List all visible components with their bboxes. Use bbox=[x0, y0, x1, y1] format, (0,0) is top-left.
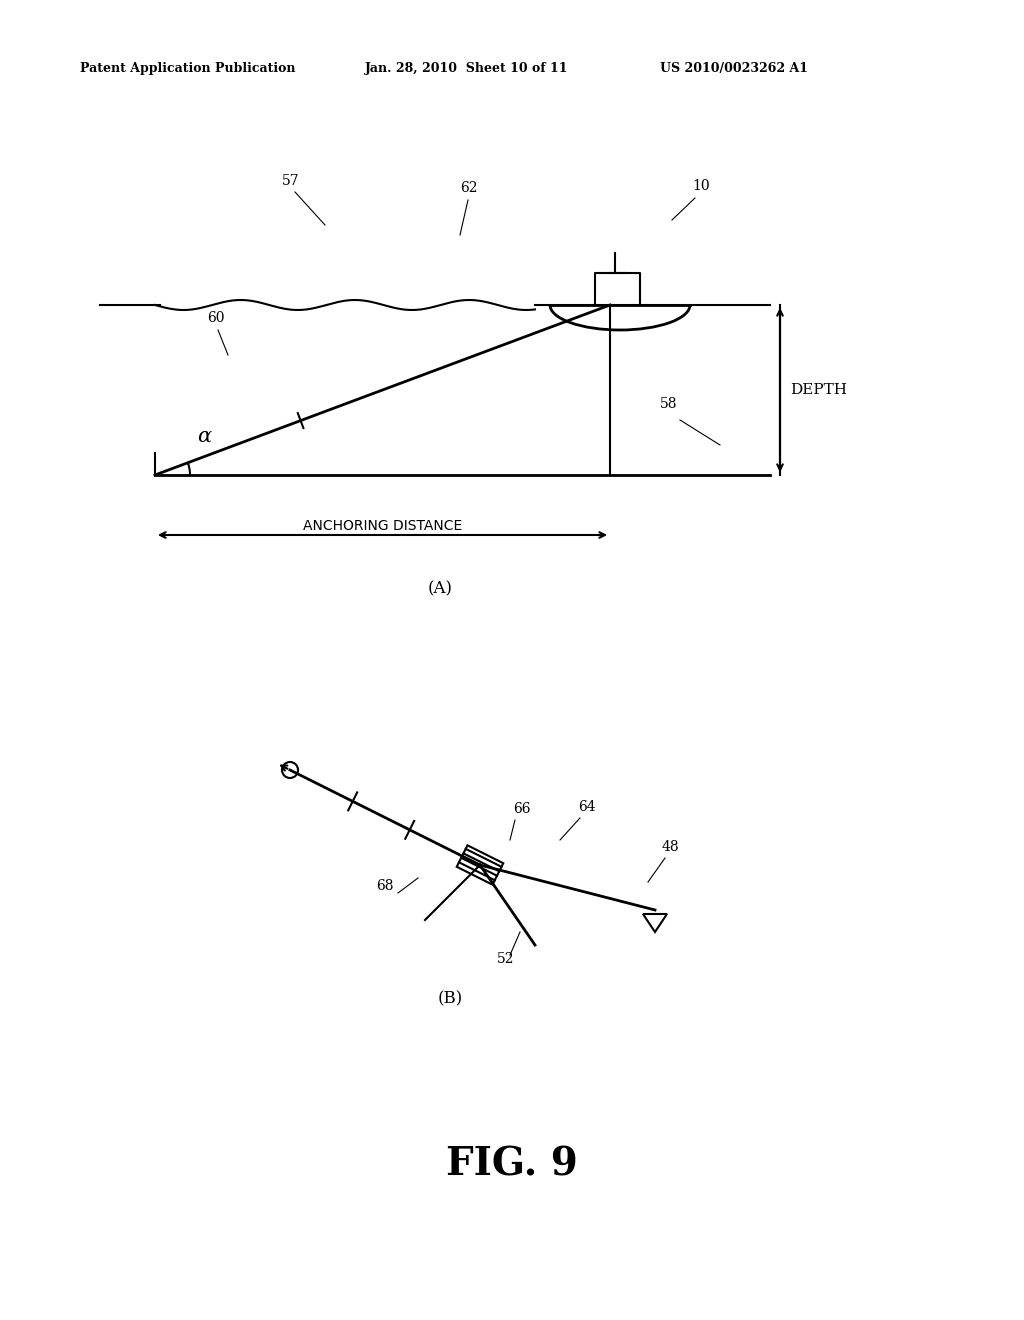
Text: 57: 57 bbox=[282, 174, 300, 187]
Text: (B): (B) bbox=[437, 990, 463, 1007]
Text: Jan. 28, 2010  Sheet 10 of 11: Jan. 28, 2010 Sheet 10 of 11 bbox=[365, 62, 568, 75]
Text: 60: 60 bbox=[207, 312, 224, 325]
Text: 48: 48 bbox=[662, 840, 680, 854]
Text: 66: 66 bbox=[513, 803, 530, 816]
Circle shape bbox=[282, 762, 298, 777]
Text: 58: 58 bbox=[660, 397, 678, 411]
Text: ANCHORING DISTANCE: ANCHORING DISTANCE bbox=[303, 519, 462, 533]
Text: Patent Application Publication: Patent Application Publication bbox=[80, 62, 296, 75]
Text: 10: 10 bbox=[692, 180, 710, 193]
Text: 62: 62 bbox=[460, 181, 477, 195]
Polygon shape bbox=[643, 913, 667, 932]
Text: 52: 52 bbox=[497, 952, 514, 966]
Text: 68: 68 bbox=[376, 879, 393, 894]
Text: 64: 64 bbox=[578, 800, 596, 814]
Text: DEPTH: DEPTH bbox=[790, 383, 847, 397]
Text: US 2010/0023262 A1: US 2010/0023262 A1 bbox=[660, 62, 808, 75]
Text: α: α bbox=[197, 428, 211, 446]
Text: (A): (A) bbox=[427, 579, 453, 597]
Polygon shape bbox=[457, 845, 503, 884]
Text: FIG. 9: FIG. 9 bbox=[446, 1144, 578, 1183]
